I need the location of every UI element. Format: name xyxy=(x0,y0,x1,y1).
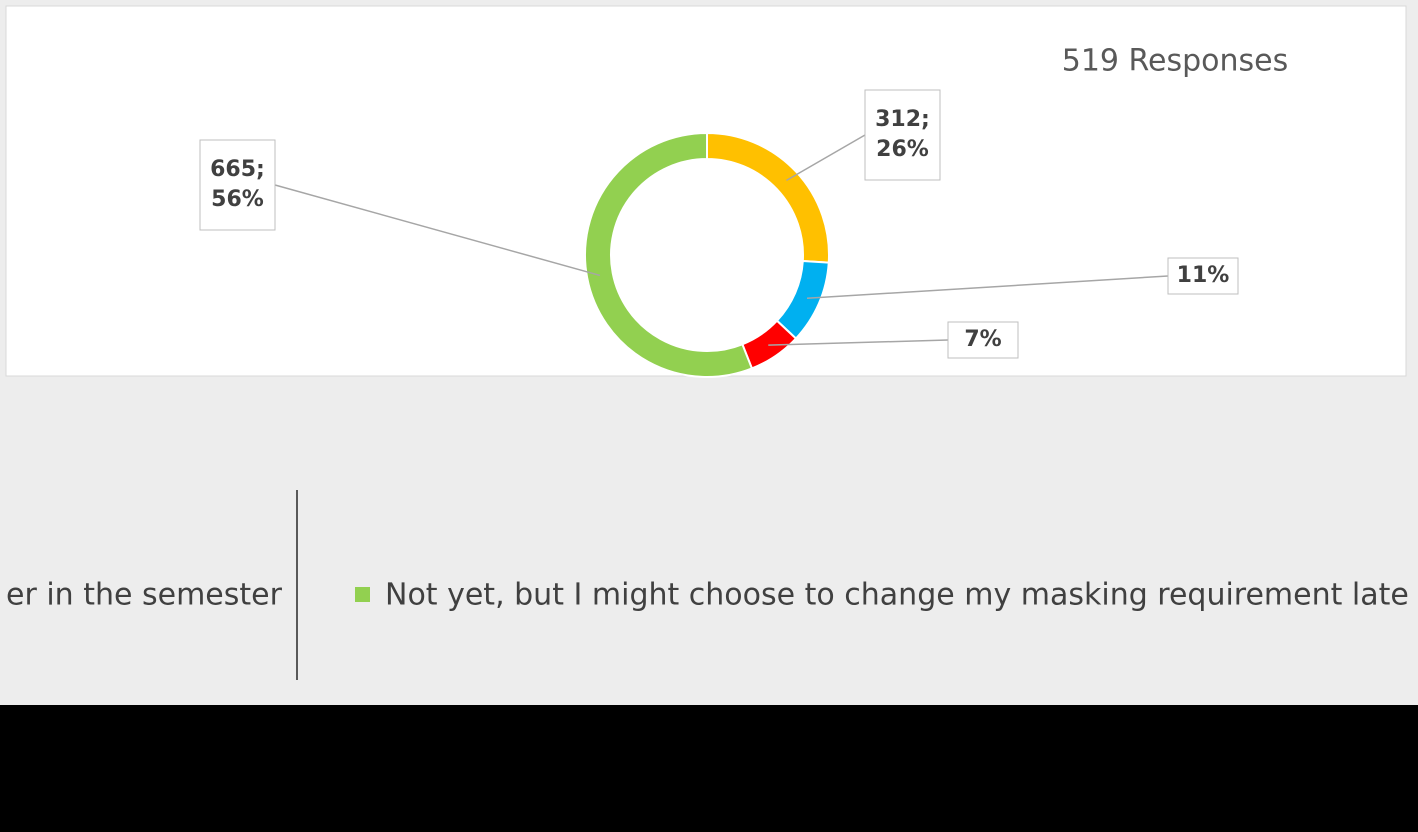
legend-label: Not yet, but I might choose to change my… xyxy=(385,578,1409,613)
data-label-line: 312; xyxy=(875,107,930,132)
legend-text: er in the semester xyxy=(6,578,283,613)
data-label: 11% xyxy=(1177,263,1230,288)
data-label-line: 26% xyxy=(876,137,929,162)
leader-line xyxy=(768,339,949,346)
legend-swatch xyxy=(355,587,370,602)
data-label: 665; 56% xyxy=(210,157,265,212)
data-label-box xyxy=(1167,257,1239,295)
data-label-line: 56% xyxy=(211,187,264,212)
data-label: 312; 26% xyxy=(875,107,930,162)
leader-line xyxy=(274,184,601,277)
data-label-box xyxy=(864,89,941,181)
donut-slice xyxy=(584,131,754,378)
data-label-line: 7% xyxy=(964,327,1001,352)
leader-line xyxy=(786,134,866,182)
data-label-box xyxy=(947,321,1019,359)
data-label-line: 665; xyxy=(210,157,265,182)
data-label-box xyxy=(199,139,276,231)
data-label: 7% xyxy=(964,327,1001,352)
leader-line xyxy=(806,275,1169,300)
chart-title: 519 Responses xyxy=(1062,44,1289,79)
data-label-line: 11% xyxy=(1177,263,1230,288)
